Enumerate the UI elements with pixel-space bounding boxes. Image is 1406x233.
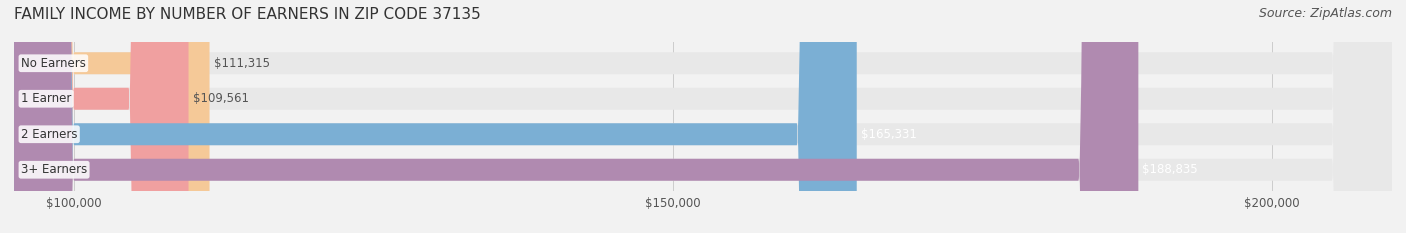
- Text: 3+ Earners: 3+ Earners: [21, 163, 87, 176]
- FancyBboxPatch shape: [14, 0, 209, 233]
- FancyBboxPatch shape: [14, 0, 1392, 233]
- FancyBboxPatch shape: [14, 0, 1392, 233]
- FancyBboxPatch shape: [14, 0, 856, 233]
- Text: $165,331: $165,331: [860, 128, 917, 141]
- Text: FAMILY INCOME BY NUMBER OF EARNERS IN ZIP CODE 37135: FAMILY INCOME BY NUMBER OF EARNERS IN ZI…: [14, 7, 481, 22]
- Text: Source: ZipAtlas.com: Source: ZipAtlas.com: [1258, 7, 1392, 20]
- Text: $109,561: $109,561: [193, 92, 249, 105]
- FancyBboxPatch shape: [14, 0, 1139, 233]
- Text: 2 Earners: 2 Earners: [21, 128, 77, 141]
- FancyBboxPatch shape: [14, 0, 1392, 233]
- Text: $188,835: $188,835: [1143, 163, 1198, 176]
- Text: $111,315: $111,315: [214, 57, 270, 70]
- Text: No Earners: No Earners: [21, 57, 86, 70]
- Text: 1 Earner: 1 Earner: [21, 92, 72, 105]
- FancyBboxPatch shape: [14, 0, 1392, 233]
- FancyBboxPatch shape: [14, 0, 188, 233]
